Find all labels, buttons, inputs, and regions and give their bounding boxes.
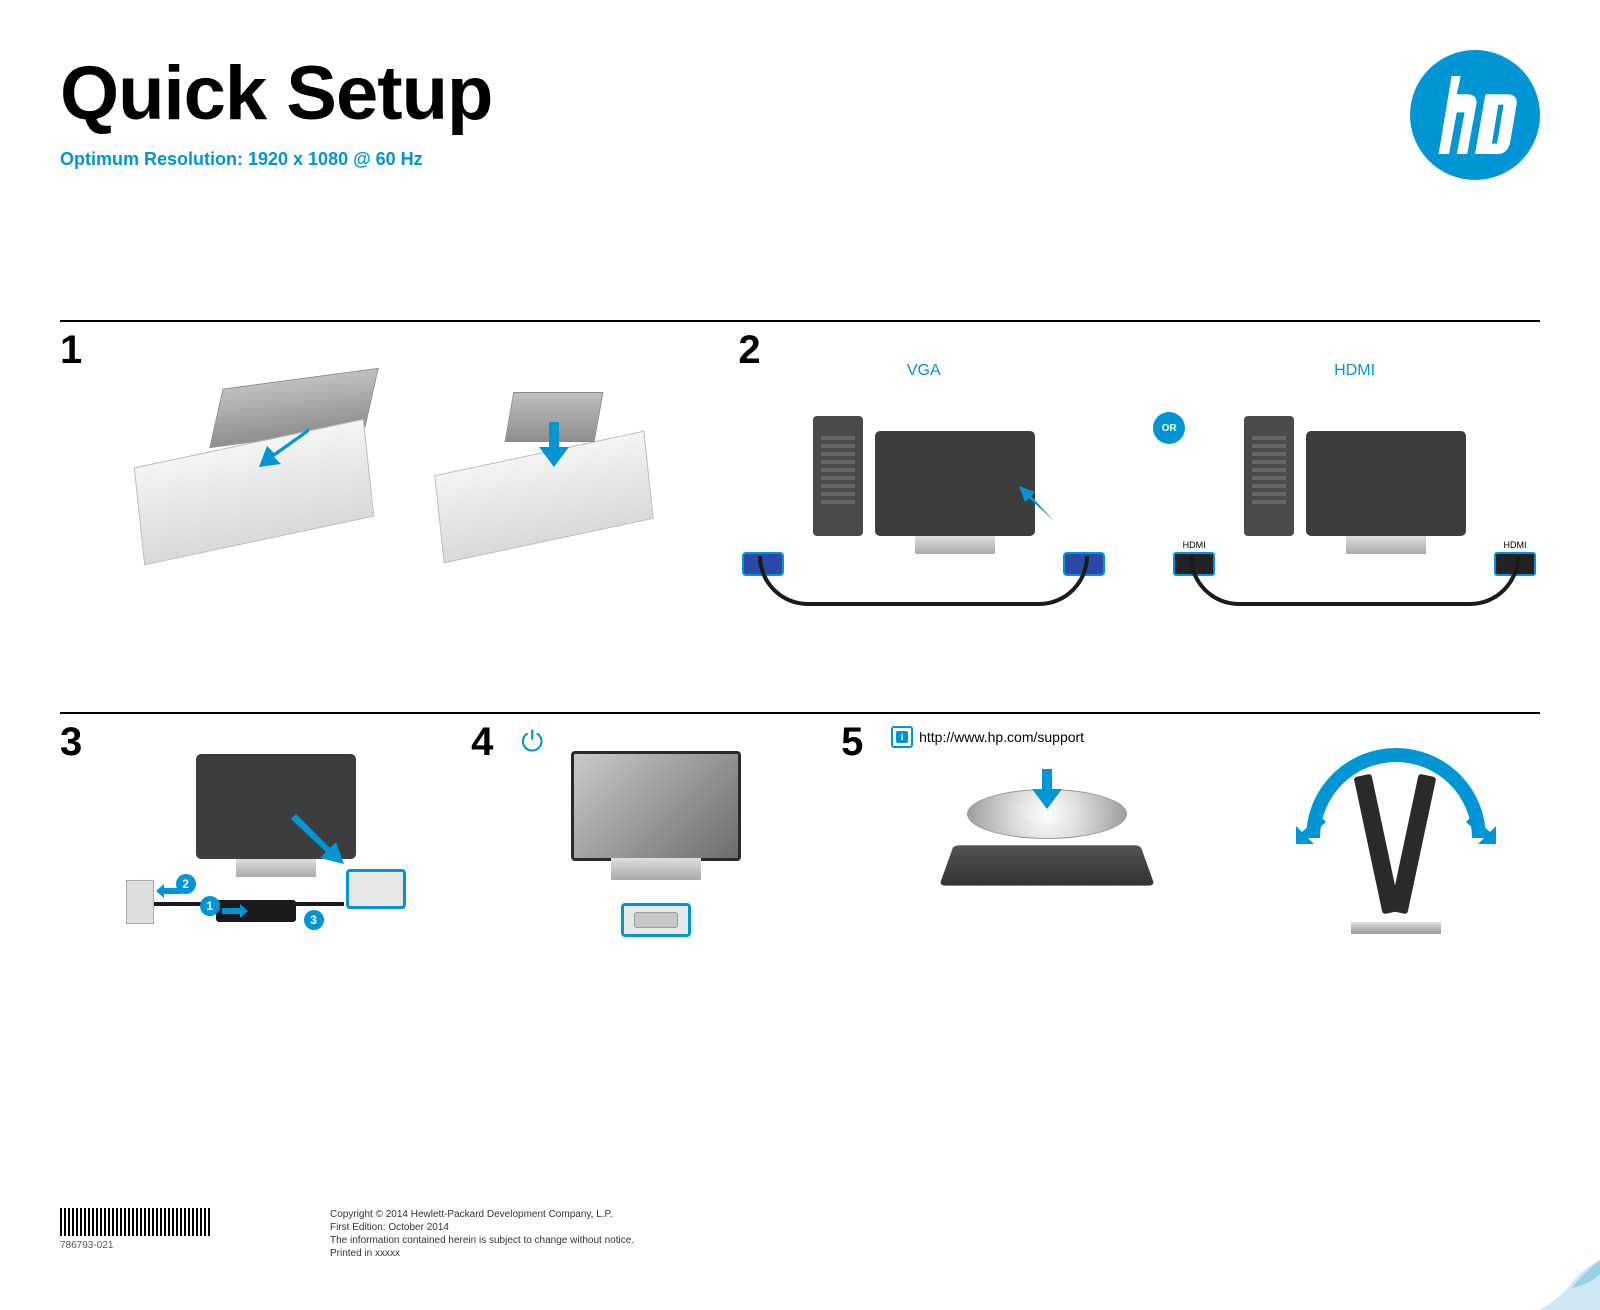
hp-logo-icon — [1410, 50, 1540, 180]
footer: 786793-021 Copyright © 2014 Hewlett-Pack… — [60, 1208, 1540, 1260]
row-2: 3 1 2 3 4 ⏻ — [60, 724, 1540, 964]
step-5: 5 i http://www.hp.com/support — [841, 724, 1252, 964]
page-title: Quick Setup — [60, 50, 492, 137]
vga-hookup-diagram — [738, 386, 1109, 536]
hdmi-hookup-diagram: HDMI HDMI — [1169, 386, 1540, 536]
monitor-back-icon — [1306, 431, 1466, 536]
power-button-zoom — [621, 903, 691, 937]
hdmi-label: HDMI — [1169, 362, 1540, 380]
tilt-diagram — [1252, 724, 1540, 964]
step-3: 3 1 2 3 — [60, 724, 471, 964]
power-icon: ⏻ — [521, 726, 543, 759]
row-1: 1 2 VGA — [60, 332, 1540, 592]
step5-diagram — [841, 724, 1252, 964]
monitor-stand-icon — [1351, 922, 1441, 934]
step-number: 4 — [471, 720, 493, 765]
step-number: 5 — [841, 720, 863, 765]
step4-diagram — [471, 724, 841, 964]
divider — [60, 712, 1540, 714]
step1-diagram — [60, 332, 738, 592]
cable-icon — [1189, 556, 1520, 606]
barcode-icon — [60, 1208, 210, 1236]
barcode-block: 786793-021 — [60, 1208, 210, 1251]
badge-3: 3 — [304, 910, 324, 930]
page-curl-icon — [1540, 1250, 1600, 1310]
edition: First Edition: October 2014 — [330, 1221, 634, 1234]
subtitle: Optimum Resolution: 1920 x 1080 @ 60 Hz — [60, 149, 492, 170]
title-block: Quick Setup Optimum Resolution: 1920 x 1… — [60, 50, 492, 170]
step3-diagram: 1 2 3 — [60, 724, 471, 964]
support-url-row: i http://www.hp.com/support — [891, 726, 1084, 748]
step-number: 1 — [60, 328, 82, 373]
part-number: 786793-021 — [60, 1240, 210, 1251]
info-icon: i — [891, 726, 913, 748]
monitor-back-icon — [875, 431, 1035, 536]
legal-text: Copyright © 2014 Hewlett-Packard Develop… — [330, 1208, 634, 1260]
disclaimer: The information contained herein is subj… — [330, 1234, 634, 1247]
divider — [60, 320, 1540, 322]
step-number: 3 — [60, 720, 82, 765]
pc-tower-icon — [813, 416, 863, 536]
tilt-diagram-cell — [1252, 724, 1540, 964]
step-4: 4 ⏻ — [471, 724, 841, 964]
printed-in: Printed in xxxxx — [330, 1247, 634, 1260]
tilt-arc-icon — [1306, 748, 1486, 838]
step-1: 1 — [60, 332, 738, 592]
header: Quick Setup Optimum Resolution: 1920 x 1… — [60, 50, 1540, 180]
monitor-front-icon — [571, 751, 741, 861]
copyright: Copyright © 2014 Hewlett-Packard Develop… — [330, 1208, 634, 1221]
support-url: http://www.hp.com/support — [919, 729, 1084, 745]
badge-1: 1 — [200, 896, 220, 916]
cable-icon — [758, 556, 1089, 606]
pc-tower-icon — [1244, 416, 1294, 536]
disc-tray-icon — [939, 845, 1154, 885]
step-2: 2 VGA OR HDMI HDMI HD — [738, 332, 1540, 592]
vga-label: VGA — [738, 362, 1109, 380]
